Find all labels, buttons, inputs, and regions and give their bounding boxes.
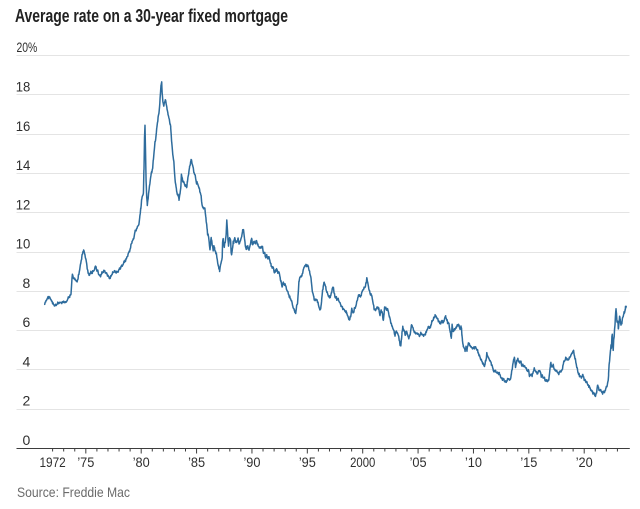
svg-text:’80: ’80 <box>133 454 150 470</box>
svg-text:’05: ’05 <box>410 454 427 470</box>
svg-text:’85: ’85 <box>188 454 205 470</box>
svg-text:4: 4 <box>23 353 31 369</box>
svg-text:’10: ’10 <box>465 454 482 470</box>
svg-text:0: 0 <box>23 432 31 448</box>
svg-text:’95: ’95 <box>299 454 316 470</box>
svg-text:’20: ’20 <box>576 454 593 470</box>
svg-text:’90: ’90 <box>243 454 260 470</box>
svg-text:2: 2 <box>23 393 31 409</box>
svg-text:Source: Freddie Mac: Source: Freddie Mac <box>17 484 130 500</box>
svg-text:12: 12 <box>16 196 31 212</box>
svg-text:’15: ’15 <box>520 454 537 470</box>
svg-text:6: 6 <box>23 314 31 330</box>
svg-text:Average rate on a 30-year fixe: Average rate on a 30-year fixed mortgage <box>15 6 288 26</box>
svg-text:18: 18 <box>16 78 31 94</box>
svg-text:14: 14 <box>16 157 31 173</box>
svg-text:2000: 2000 <box>350 454 375 470</box>
svg-text:16: 16 <box>16 118 31 134</box>
svg-text:20%: 20% <box>17 39 38 55</box>
svg-text:8: 8 <box>23 275 31 291</box>
svg-text:1972: 1972 <box>39 454 65 470</box>
svg-text:’75: ’75 <box>77 454 94 470</box>
svg-text:10: 10 <box>16 236 31 252</box>
